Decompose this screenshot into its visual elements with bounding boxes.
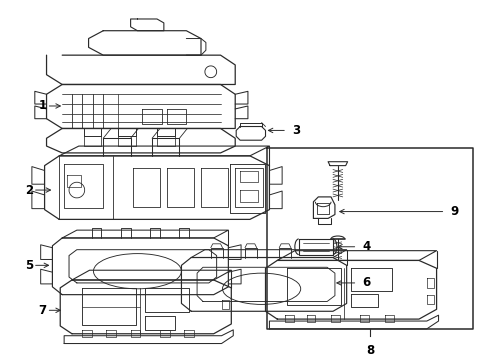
Text: 5: 5: [24, 259, 33, 272]
Text: 9: 9: [449, 205, 458, 218]
Text: 3: 3: [291, 124, 300, 137]
Text: 8: 8: [365, 343, 373, 356]
Text: 7: 7: [39, 304, 46, 317]
Text: 6: 6: [362, 276, 370, 289]
Text: 2: 2: [25, 184, 33, 197]
Text: 1: 1: [39, 99, 46, 112]
Text: 4: 4: [362, 240, 370, 253]
